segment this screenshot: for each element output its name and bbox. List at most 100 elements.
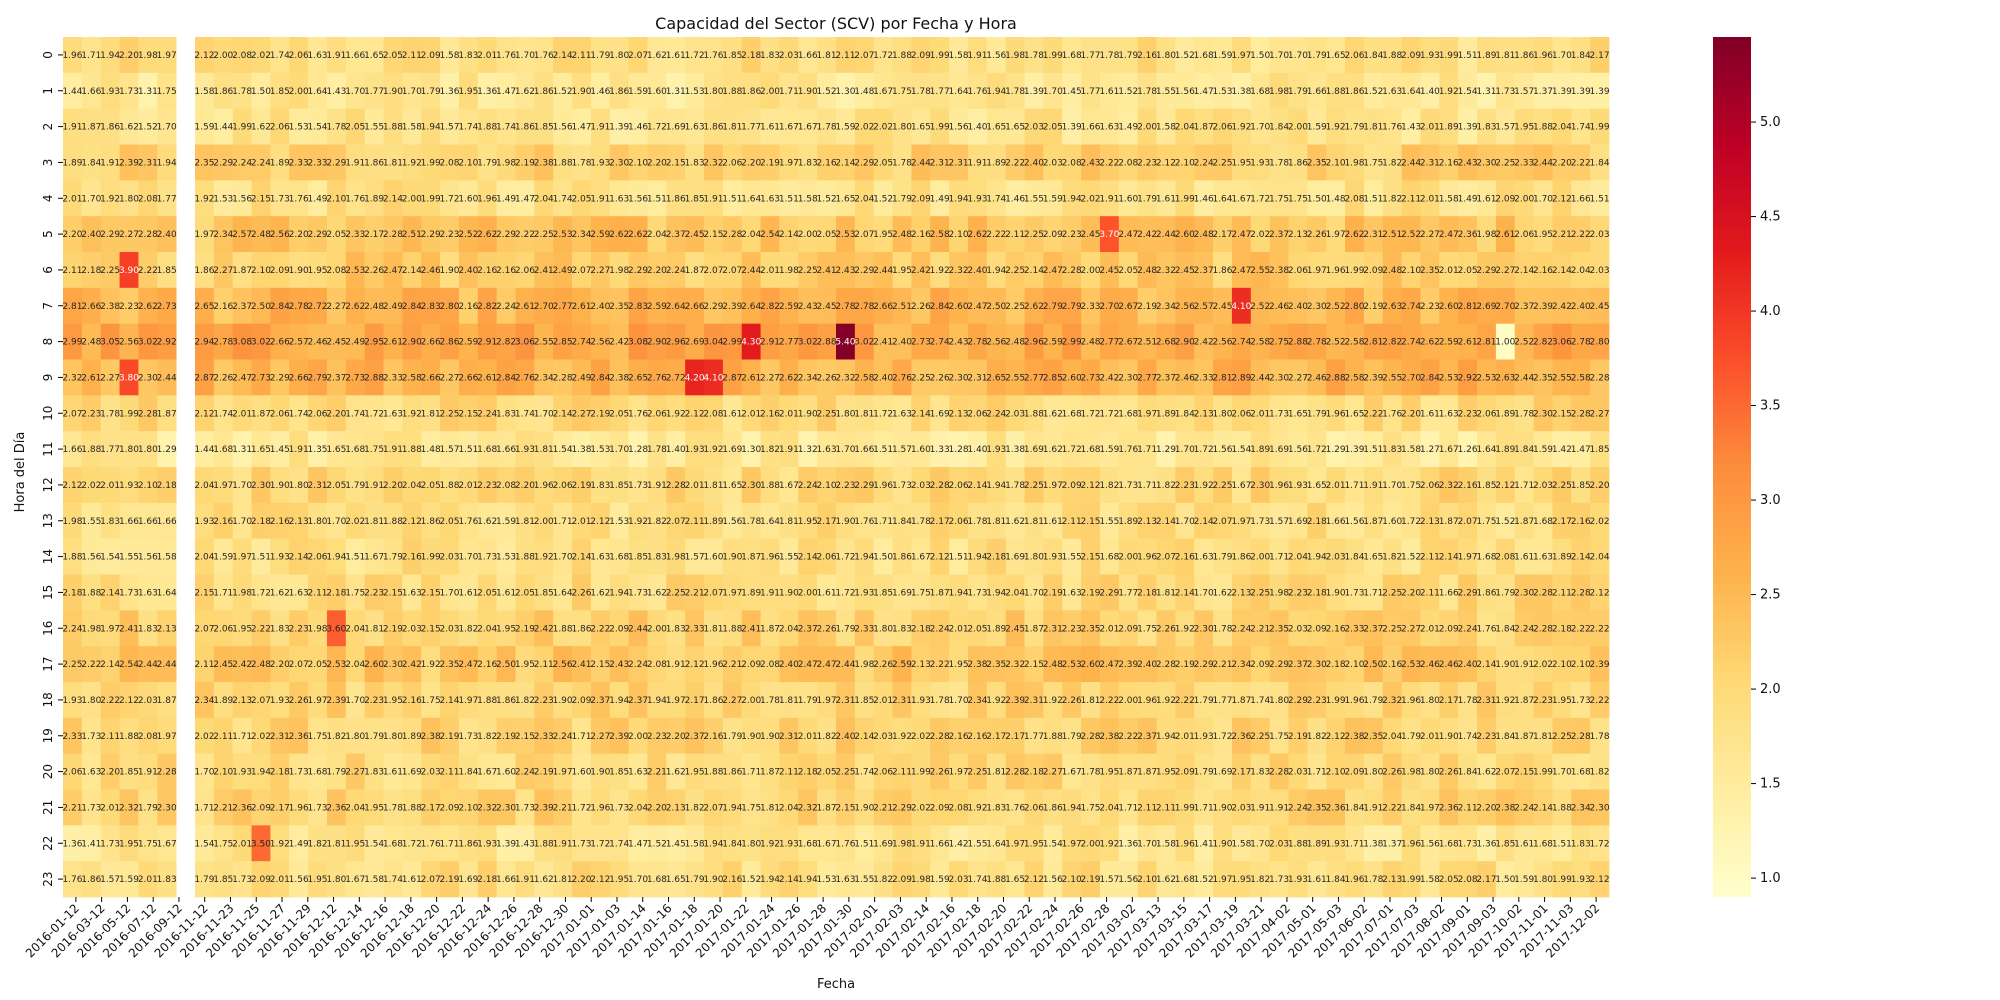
heatmap-cell [81, 538, 102, 575]
heatmap-cell-value: 1.72 [364, 409, 384, 419]
heatmap-cell-value: 2.24 [232, 158, 252, 168]
heatmap-cell [1156, 538, 1176, 575]
heatmap-cell-value: 2.54 [760, 230, 780, 240]
heatmap-cell-value: 1.96 [534, 481, 554, 491]
heatmap-cell-value: 2.14 [779, 230, 799, 240]
heatmap-cell-value: 1.56 [986, 51, 1006, 61]
heatmap-cell [553, 789, 573, 826]
heatmap-cell [308, 108, 328, 145]
heatmap-cell [628, 467, 648, 504]
heatmap-cell [798, 180, 818, 217]
heatmap-cell [1514, 717, 1534, 755]
heatmap-cell [1495, 323, 1516, 360]
heatmap-cell [1477, 252, 1497, 289]
heatmap-cell [666, 395, 686, 432]
heatmap-cell [383, 108, 403, 145]
heatmap-cell-value: 2.07 [421, 875, 441, 885]
heatmap-cell-value: 1.67 [817, 839, 837, 849]
heatmap-cell-value: 2.02 [81, 481, 101, 491]
heatmap-cell [1231, 467, 1252, 504]
heatmap-cell-value: 1.98 [1401, 768, 1421, 778]
heatmap-cell-value: 2.25 [439, 409, 459, 419]
heatmap-cell [628, 717, 648, 755]
heatmap-cell-value: 1.95 [1231, 158, 1251, 168]
heatmap-cell [364, 37, 384, 74]
heatmap-cell [1175, 431, 1195, 468]
heatmap-cell [383, 682, 403, 719]
heatmap-cell [458, 144, 479, 181]
heatmap-cell-value: 3.08 [628, 338, 648, 348]
heatmap-cell-value: 1.84 [1458, 768, 1478, 778]
heatmap-cell [1439, 610, 1459, 647]
heatmap-cell-value: 1.88 [1024, 409, 1044, 419]
heatmap-cell-value: 2.28 [138, 230, 158, 240]
heatmap-cell-value: 2.59 [779, 302, 799, 312]
heatmap-cell [666, 502, 686, 540]
heatmap-cell-value: 1.81 [1363, 123, 1383, 133]
heatmap-cell [1043, 538, 1063, 575]
heatmap-cell-value: 1.81 [1533, 732, 1553, 742]
heatmap-cell-value: 1.98 [81, 624, 101, 634]
heatmap-cell [1382, 72, 1403, 110]
heatmap-cell-value: 1.37 [1382, 839, 1402, 849]
heatmap-cell [63, 323, 83, 360]
heatmap-cell [986, 180, 1007, 217]
heatmap-cell-value: 2.05 [345, 123, 365, 133]
heatmap-cell [1081, 753, 1101, 790]
heatmap-cell [949, 72, 969, 110]
heatmap-cell [1326, 431, 1346, 468]
heatmap-cell-value: 2.88 [1326, 373, 1346, 383]
heatmap-cell-value: 1.90 [1495, 660, 1515, 670]
heatmap-cell [1401, 753, 1421, 790]
heatmap-cell-value: 2.05 [571, 194, 591, 204]
heatmap-cell-value: 1.64 [157, 588, 177, 598]
heatmap-cell-value: 1.95 [1156, 768, 1176, 778]
heatmap-cell [836, 646, 856, 683]
heatmap-cell-value: 2.22 [930, 660, 950, 670]
heatmap-cell-value: 1.79 [345, 481, 365, 491]
heatmap-cell-value: 2.76 [892, 373, 912, 383]
heatmap-cell-value: 2.19 [760, 158, 780, 168]
heatmap-cell-value: 2.57 [289, 338, 309, 348]
heatmap-cell-value: 1.79 [1194, 768, 1214, 778]
heatmap-cell-value: 2.76 [647, 373, 667, 383]
heatmap-cell [326, 789, 347, 826]
heatmap-cell [477, 287, 498, 325]
heatmap-cell [986, 502, 1007, 540]
heatmap-cell-value: 1.86 [421, 517, 441, 527]
heatmap-cell-value: 2.25 [1024, 230, 1044, 240]
heatmap-cell-value: 2.06 [647, 409, 667, 419]
heatmap-cell-value: 2.35 [1533, 373, 1553, 383]
heatmap-cell [854, 789, 875, 826]
heatmap-cell [685, 180, 705, 217]
heatmap-cell-value: 2.85 [1043, 373, 1063, 383]
heatmap-cell [1571, 717, 1591, 755]
heatmap-cell-value: 2.06 [817, 553, 837, 563]
heatmap-cell-value: 1.82 [1382, 553, 1402, 563]
heatmap-cell [1495, 825, 1516, 862]
heatmap-cell [63, 395, 83, 432]
heatmap-cell-value: 2.01 [1099, 624, 1119, 634]
heatmap-cell [1062, 72, 1082, 110]
heatmap-cell [138, 108, 158, 145]
heatmap-cell [63, 789, 83, 826]
heatmap-cell [892, 287, 912, 325]
heatmap-cell-value: 1.51 [251, 553, 271, 563]
heatmap-cell [534, 37, 554, 74]
heatmap-cell [741, 216, 761, 253]
heatmap-cell-value: 1.46 [628, 123, 648, 133]
heatmap-cell-value: 1.94 [1307, 553, 1327, 563]
heatmap-cell [892, 538, 912, 575]
heatmap-cell-value: 2.11 [439, 768, 459, 778]
heatmap-cell-value: 1.79 [892, 194, 912, 204]
heatmap-cell-value: 2.69 [685, 338, 705, 348]
heatmap-cell-value: 1.78 [892, 158, 912, 168]
heatmap-cell-value: 1.94 [986, 588, 1006, 598]
heatmap-cell-value: 1.99 [1043, 51, 1063, 61]
heatmap-cell [63, 216, 83, 253]
heatmap-cell-value: 1.74 [289, 409, 309, 419]
heatmap-cell [1552, 395, 1572, 432]
heatmap-cell-value: 2.44 [835, 660, 855, 670]
heatmap-cell-value: 1.49 [496, 194, 516, 204]
heatmap-cell [647, 717, 667, 755]
